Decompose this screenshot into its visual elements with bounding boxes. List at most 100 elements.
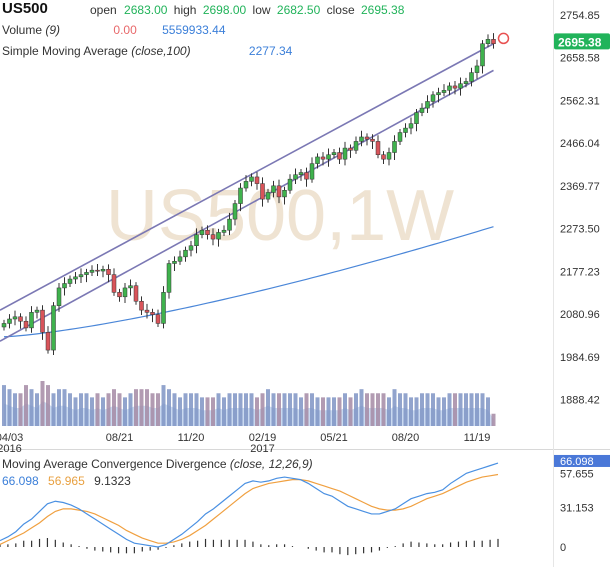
- candle-up: [309, 163, 315, 180]
- volume-bar: [13, 393, 17, 426]
- candle-up: [414, 112, 419, 124]
- time-tick-label: 08/20: [392, 432, 420, 444]
- volume-bar: [29, 389, 34, 426]
- volume-bar: [420, 393, 424, 426]
- candle-up: [51, 305, 56, 351]
- candle-down: [381, 154, 386, 160]
- volume-bar: [343, 393, 347, 426]
- close-label: close: [326, 3, 355, 17]
- price-tick-label: 2466.04: [560, 138, 600, 150]
- candle-up: [166, 263, 172, 293]
- candle-up: [194, 234, 199, 246]
- volume-bar: [310, 393, 314, 426]
- volume-bar: [475, 393, 479, 426]
- volume-bar: [227, 393, 232, 426]
- volume-bar: [414, 397, 419, 426]
- candle-down: [370, 138, 375, 142]
- candle-up: [441, 90, 447, 93]
- candle-up: [397, 132, 403, 142]
- volume-bar: [282, 393, 287, 426]
- volume-bar: [134, 389, 138, 426]
- volume-bar: [486, 397, 490, 426]
- candle-down: [348, 147, 353, 151]
- candle-down: [40, 309, 45, 333]
- volume-bar: [464, 393, 468, 426]
- macd-label: Moving Average Convergence Divergence: [2, 457, 227, 471]
- volume-bar: [101, 397, 105, 426]
- price-tick-label: 1888.42: [560, 395, 600, 407]
- volume-bar: [469, 393, 474, 426]
- volume-bar: [249, 393, 254, 426]
- candle-up: [392, 141, 397, 153]
- volume-bar: [299, 397, 303, 426]
- volume-param: (9): [45, 23, 61, 37]
- time-tick-year: 2016: [0, 443, 22, 455]
- volume-bar: [90, 397, 94, 426]
- candle-up: [403, 127, 408, 133]
- volume-bar: [84, 393, 89, 426]
- candle-up: [463, 81, 469, 84]
- candle-up: [188, 245, 194, 251]
- volume-bar: [398, 393, 402, 426]
- high-label: high: [173, 3, 197, 17]
- volume-bar: [2, 385, 6, 426]
- candle-down: [45, 332, 51, 351]
- candle-down: [117, 292, 122, 298]
- candle-up: [232, 203, 238, 220]
- candle-down: [491, 39, 496, 44]
- candle-down: [23, 320, 29, 329]
- volume-bar: [24, 385, 28, 426]
- volume-change: 0.00: [113, 23, 137, 37]
- price-tick-label: 2562.31: [560, 95, 600, 107]
- candle-up: [34, 309, 40, 313]
- candle-down: [276, 185, 282, 198]
- candle-down: [133, 285, 139, 302]
- volume-bar: [106, 393, 111, 426]
- candle-up: [67, 278, 73, 284]
- candle-down: [375, 141, 381, 155]
- volume-bar: [68, 393, 72, 426]
- volume-bar: [117, 393, 122, 426]
- candle-down: [144, 309, 150, 313]
- macd-badge-label: 66.098: [560, 456, 594, 468]
- volume-bar: [266, 389, 270, 426]
- candle-up: [227, 218, 232, 231]
- volume-bar: [7, 389, 12, 426]
- sma-value: 2277.34: [248, 44, 293, 58]
- macd-line: [0, 462, 499, 548]
- time-tick-label: 11/20: [178, 432, 205, 444]
- price-tick-label: 1984.69: [560, 352, 600, 364]
- volume-bar: [442, 397, 446, 426]
- candle-down: [364, 136, 370, 140]
- candle-up: [199, 229, 205, 235]
- time-tick-label: 08/21: [106, 432, 134, 444]
- volume-bar: [271, 393, 276, 426]
- candle-up: [331, 152, 337, 155]
- candle-down: [260, 183, 265, 200]
- candle-up: [172, 261, 177, 264]
- volume-bar: [161, 385, 166, 426]
- candle-up: [469, 72, 474, 82]
- candle-up: [216, 232, 221, 240]
- candle-down: [18, 316, 23, 322]
- candle-up: [100, 269, 106, 272]
- time-tick-label: 04/03: [0, 432, 23, 444]
- candle-down: [337, 152, 342, 160]
- volume-bar: [238, 393, 243, 426]
- volume-bar: [260, 393, 265, 426]
- volume-bar: [112, 389, 116, 426]
- low-value: 2682.50: [276, 3, 321, 17]
- volume-bar: [156, 393, 160, 426]
- price-tick-label: 2754.85: [560, 10, 600, 22]
- volume-label: Volume: [2, 23, 43, 37]
- legend-row-sma: Simple Moving Average (close,100) 2277.3…: [2, 44, 292, 58]
- volume-bar: [387, 397, 391, 426]
- volume-bar: [40, 381, 45, 426]
- volume-bar: [304, 393, 309, 426]
- candle-up: [326, 154, 331, 160]
- macd-value-badge: [554, 454, 610, 467]
- candle-up: [342, 147, 348, 160]
- volume-bar: [189, 393, 193, 426]
- candle-up: [89, 269, 95, 273]
- candle-down: [304, 172, 309, 180]
